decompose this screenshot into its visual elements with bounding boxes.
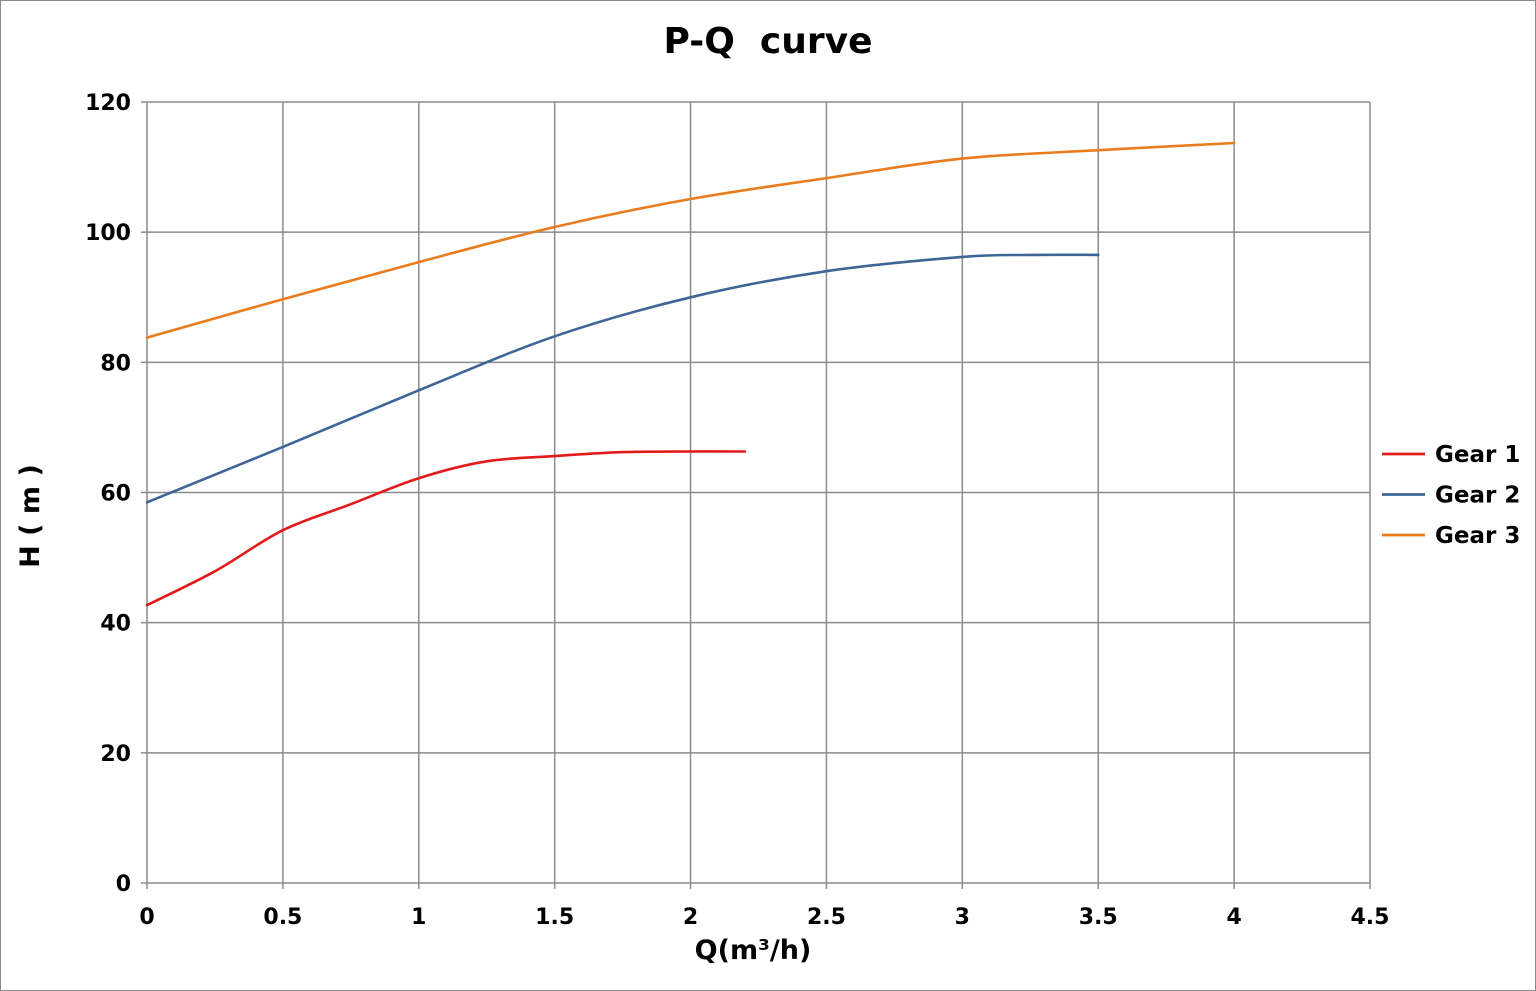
x-tick-label: 0 [139, 905, 154, 930]
y-tick-label: 60 [100, 482, 131, 507]
x-tick-label: 3 [955, 905, 970, 930]
x-tick-label: 1 [411, 905, 426, 930]
chart-title: P-Q curve [664, 21, 873, 62]
x-tick-label: 4 [1226, 905, 1241, 930]
grid-lines [147, 101, 1371, 883]
x-axis-label: Q(m³/h) [695, 935, 812, 966]
y-tick-label: 20 [100, 742, 131, 767]
x-tick-label: 3.5 [1079, 905, 1118, 930]
y-tick-label: 0 [116, 872, 131, 897]
y-tick-label: 120 [85, 91, 131, 116]
y-axis-label: H ( m ) [15, 464, 46, 568]
axes [141, 101, 1371, 889]
y-tick-label: 40 [100, 612, 131, 637]
legend-label-gear-3: Gear 3 [1435, 523, 1520, 549]
x-tick-label: 2.5 [807, 905, 846, 930]
series-line-gear-2 [145, 253, 1100, 504]
legend-label-gear-1: Gear 1 [1435, 442, 1520, 468]
x-tick-label: 2 [683, 905, 698, 930]
x-tick-label: 4.5 [1351, 905, 1390, 930]
y-tick-label: 80 [100, 351, 131, 376]
y-tick-label: 100 [85, 221, 131, 246]
legend: Gear 1 Gear 2 Gear 3 [1382, 442, 1520, 549]
series-line-gear-1 [145, 450, 747, 607]
series-line-gear-3 [145, 141, 1236, 339]
tick-labels: 0 20 40 60 80 100 120 0 0.5 1 1.5 2 2.5 3 3.5 4 4.5 [85, 91, 1389, 930]
x-tick-label: 1.5 [535, 905, 574, 930]
series-lines [145, 141, 1236, 607]
legend-label-gear-2: Gear 2 [1435, 483, 1520, 509]
x-tick-label: 0.5 [263, 905, 302, 930]
